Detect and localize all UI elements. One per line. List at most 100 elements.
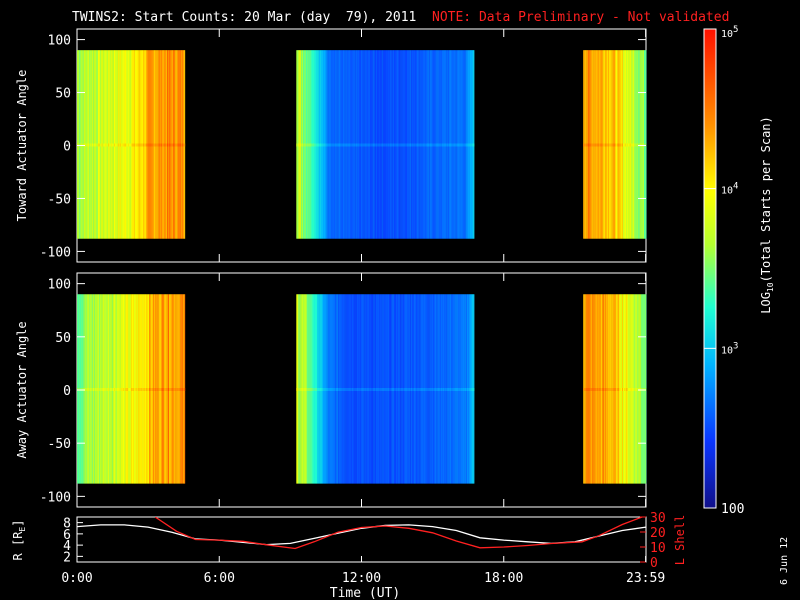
heatmap-cell	[136, 143, 138, 147]
heatmap-cell	[167, 143, 169, 147]
heatmap-cell	[116, 143, 119, 147]
y-tick-label-right: 10	[650, 541, 666, 556]
heatmap-cell	[604, 143, 606, 147]
heatmap-cell	[390, 143, 392, 147]
heatmap-cell	[612, 143, 614, 147]
heatmap-cell	[125, 143, 127, 147]
heatmap-cell	[587, 143, 590, 147]
heatmap-cell	[448, 143, 451, 147]
heatmap-cell	[171, 388, 174, 391]
heatmap-cell	[381, 388, 383, 391]
preliminary-note: NOTE: Data Preliminary - Not validated	[432, 10, 729, 25]
heatmap-cell	[144, 143, 146, 147]
heatmap-cell	[326, 143, 328, 147]
heatmap-cell	[464, 143, 466, 147]
heatmap-cell	[301, 388, 303, 391]
heatmap-cell	[440, 143, 442, 147]
heatmap-cell	[409, 388, 411, 391]
heatmap-cell	[395, 143, 398, 147]
heatmap-cell	[462, 388, 464, 391]
y-tick-label: -100	[40, 245, 71, 260]
heatmap-cell	[344, 388, 346, 391]
heatmap-cell	[601, 388, 603, 391]
heatmap-cell	[612, 388, 614, 391]
heatmap-cell	[113, 143, 115, 147]
heatmap-cell	[306, 388, 308, 391]
heatmap-cell	[453, 388, 455, 391]
heatmap-cell	[150, 143, 153, 147]
heatmap-cell	[357, 388, 359, 391]
heatmap-cell	[117, 143, 120, 147]
heatmap-cell	[164, 143, 166, 147]
y-tick-label: 2	[63, 550, 71, 565]
heatmap-cell	[112, 143, 114, 147]
heatmap-cell	[401, 388, 403, 391]
heatmap-cell	[604, 388, 607, 391]
heatmap-cell	[99, 143, 102, 147]
heatmap-cell	[341, 143, 344, 147]
heatmap-cell	[443, 143, 445, 147]
heatmap-cell	[167, 388, 169, 391]
heatmap-cell	[322, 143, 325, 147]
heatmap-cell	[622, 143, 624, 147]
heatmap-cell	[127, 388, 129, 391]
heatmap-cell	[176, 388, 178, 391]
heatmap-cell	[425, 143, 427, 147]
heatmap-cell	[123, 143, 125, 147]
heatmap-cell	[610, 143, 612, 147]
heatmap-cell	[85, 388, 87, 391]
heatmap-cell	[630, 143, 632, 147]
heatmap-cell	[107, 388, 109, 391]
heatmap-cell	[310, 388, 312, 391]
heatmap-cell	[339, 143, 342, 147]
heatmap-cell	[320, 388, 322, 391]
heatmap-cell	[397, 388, 400, 391]
heatmap-cell	[92, 388, 94, 391]
heatmap-cell	[159, 143, 161, 147]
heatmap-cell	[411, 388, 413, 391]
heatmap-cell	[359, 388, 362, 391]
heatmap-cell	[322, 388, 325, 391]
heatmap-cell	[411, 143, 413, 147]
heatmap-cell	[465, 388, 467, 391]
heatmap-cell	[456, 143, 458, 147]
heatmap-cell	[449, 143, 452, 147]
heatmap-cell	[376, 143, 379, 147]
heatmap-cell	[135, 388, 138, 391]
heatmap-cell	[584, 143, 586, 147]
heatmap-cell	[108, 143, 110, 147]
heatmap-cell	[127, 143, 129, 147]
heatmap-cell	[180, 143, 182, 147]
heatmap-cell	[421, 143, 423, 147]
heatmap-cell	[368, 388, 370, 391]
heatmap-cell	[135, 143, 138, 147]
heatmap-cell	[623, 143, 626, 147]
heatmap-cell	[103, 143, 105, 147]
heatmap-cell	[357, 388, 360, 391]
heatmap-cell	[613, 388, 615, 391]
heatmap-cell	[94, 143, 96, 147]
heatmap-cell	[382, 388, 384, 391]
heatmap-cell	[602, 143, 604, 147]
heatmap-cell	[347, 143, 349, 147]
heatmap-cell	[318, 143, 320, 147]
heatmap-cell	[360, 143, 363, 147]
heatmap-cell	[456, 388, 458, 391]
y-tick-label-right: 20	[650, 526, 666, 541]
heatmap-cell	[628, 143, 630, 147]
heatmap-cell	[455, 388, 457, 391]
y-tick-label: 6	[63, 528, 71, 543]
heatmap-cell	[364, 388, 366, 391]
heatmap-cell	[445, 388, 447, 391]
heatmap-cell	[154, 388, 157, 391]
heatmap-cell	[100, 143, 102, 147]
heatmap-cell	[365, 388, 367, 391]
heatmap-cell	[375, 388, 377, 391]
heatmap-cell	[588, 388, 591, 391]
heatmap-cell	[375, 143, 377, 147]
date-stamp: 6 Jun 12	[779, 537, 790, 585]
heatmap-cell	[389, 388, 391, 391]
heatmap-cell	[298, 143, 300, 147]
heatmap-cell	[96, 388, 99, 391]
y-tick-label: 0	[63, 140, 71, 155]
